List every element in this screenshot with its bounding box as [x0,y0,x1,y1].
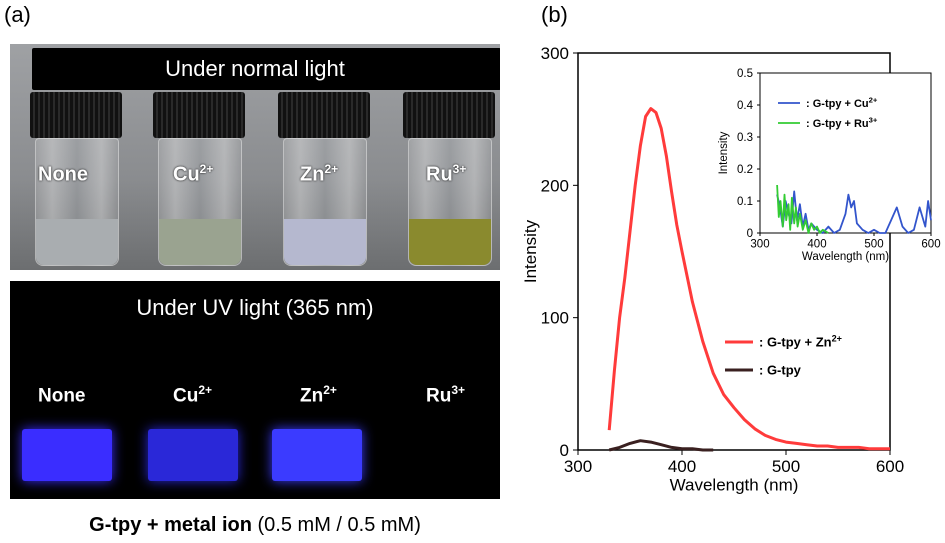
y-tick-label: 0.4 [737,100,754,112]
vial-liquid [409,219,491,265]
panel-label-b: (b) [541,2,568,27]
legend-entry: : G-tpy [759,363,802,378]
x-axis-label: Wavelength (nm) [670,476,799,495]
uv-glow [148,429,238,481]
y-tick-label: 0.5 [737,68,753,80]
vial-liquid [36,219,118,265]
y-tick-label: 0.3 [737,132,753,144]
plot-frame [577,52,891,451]
legend-label: : G-tpy + Ru [806,118,869,130]
uv-glow [22,429,112,481]
x-axis-label: Wavelength (nm) [802,251,889,263]
uv-label-cu: Cu2+ [173,383,213,407]
panel-label-a: (a) [4,2,31,27]
series-line-1 [608,439,714,452]
vial-label-cu: Cu2+ [173,162,214,186]
vial-liquid [284,219,366,265]
cap-banner [32,48,500,90]
vial-cap [153,92,245,138]
series-line-0 [776,190,932,234]
uv-glow [272,429,362,481]
vial-label-zn: Zn2+ [300,162,339,186]
legend-label: : G-tpy + Zn [759,335,832,350]
inset-background [760,73,931,233]
y-tick-label: 0.2 [737,164,753,176]
legend-entry: : G-tpy + Cu2+ [806,95,878,109]
x-tick-label: 300 [750,239,769,251]
uv-label-ru: Ru3+ [426,383,466,407]
legend-entry: : G-tpy + Ru3+ [806,115,878,129]
legend-superscript: 2+ [869,95,878,104]
legend-entry: : G-tpy + Zn2+ [759,333,842,349]
legend-superscript: 2+ [832,333,842,343]
vial-cap [403,92,495,138]
y-tick-label: 300 [541,44,569,63]
vial-label-ru: Ru3+ [426,162,467,186]
y-tick-label: 100 [541,309,569,328]
vial-zn [283,138,367,266]
photo-uv-light: Under UV light (365 nm) None Cu2+ Zn2+ R… [10,281,500,499]
vial-ru [408,138,492,266]
x-tick-label: 500 [772,457,800,476]
legend-superscript: 3+ [869,115,878,124]
y-axis-label: Intensity [521,219,540,283]
plot-frame [759,72,932,234]
legend-label: : G-tpy [759,363,802,378]
photo-normal-light: Under normal light None Cu2+ Zn2+ Ru3+ [10,44,500,270]
series-line-0 [607,107,890,451]
vial-cap [30,92,122,138]
y-axis-label: Intensity [718,131,730,174]
vial-label-none: None [38,163,88,186]
y-tick-label: 0.1 [737,196,753,208]
y-tick-label: 0 [560,441,569,460]
y-tick-label: 200 [541,176,569,195]
y-tick-label: 0 [747,228,753,240]
uv-label-zn: Zn2+ [300,383,337,407]
x-tick-label: 600 [921,239,940,251]
legend-label: : G-tpy + Cu [806,98,869,110]
vial-none [35,138,119,266]
x-tick-label: 600 [876,457,904,476]
x-tick-label: 300 [564,457,592,476]
vial-cu [158,138,242,266]
normal-light-title: Under normal light [165,56,345,81]
uv-light-title: Under UV light (365 nm) [136,295,374,320]
x-tick-label: 400 [807,239,826,251]
vial-cap [278,92,370,138]
vial-liquid [159,219,241,265]
series-line-1 [776,184,829,234]
x-tick-label: 400 [668,457,696,476]
uv-label-none: None [38,385,86,407]
x-tick-label: 500 [864,239,883,251]
photo-caption: G-tpy + metal ion (0.5 mM / 0.5 mM) [89,514,421,536]
